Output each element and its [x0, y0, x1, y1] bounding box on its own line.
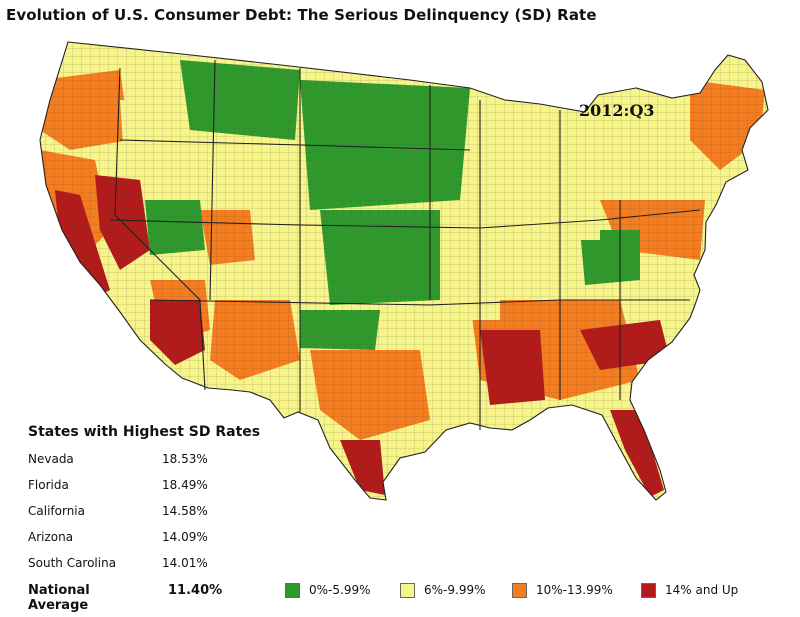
rank-row: Arizona 14.09% — [28, 530, 268, 550]
rank-state: South Carolina — [28, 556, 117, 570]
period-label: 2012:Q3 — [579, 101, 655, 120]
highest-rates-panel: States with Highest SD Rates Nevada 18.5… — [22, 418, 272, 578]
legend-label-mid-low: 6%-9.99% — [424, 583, 486, 597]
legend-swatch-high — [641, 583, 656, 598]
boundary-west-coast — [114, 67, 206, 391]
rank-row: California 14.58% — [28, 504, 268, 524]
rank-state: Nevada — [28, 452, 74, 466]
state-boundaries — [39, 41, 769, 501]
rank-rate: 18.49% — [162, 478, 208, 492]
legend-label-low: 0%-5.99% — [309, 583, 371, 597]
national-average-value: 11.40% — [168, 583, 223, 598]
rank-state: California — [28, 504, 85, 518]
rank-row: South Carolina 14.01% — [28, 556, 268, 576]
legend-swatch-mid-high — [512, 583, 527, 598]
boundary-central-tier — [109, 209, 701, 229]
rank-rate: 18.53% — [162, 452, 208, 466]
legend-label-high: 14% and Up — [665, 583, 739, 597]
national-average-label: National Average — [28, 583, 90, 613]
rank-row: Nevada 18.53% — [28, 452, 268, 472]
legend-swatch-mid-low — [400, 583, 415, 598]
rank-row: Florida 18.49% — [28, 478, 268, 498]
legend-label-mid-high: 10%-13.99% — [536, 583, 613, 597]
rank-rate: 14.09% — [162, 530, 208, 544]
highest-rates-title: States with Highest SD Rates — [28, 424, 261, 440]
rank-rate: 14.58% — [162, 504, 208, 518]
rank-state: Florida — [28, 478, 69, 492]
legend-swatch-low — [285, 583, 300, 598]
boundary-south-tier — [149, 299, 690, 306]
boundary-north-tier — [119, 139, 471, 151]
map-title: Evolution of U.S. Consumer Debt: The Ser… — [6, 6, 597, 24]
rank-rate: 14.01% — [162, 556, 208, 570]
rank-state: Arizona — [28, 530, 74, 544]
boundary-mountain — [209, 59, 216, 301]
